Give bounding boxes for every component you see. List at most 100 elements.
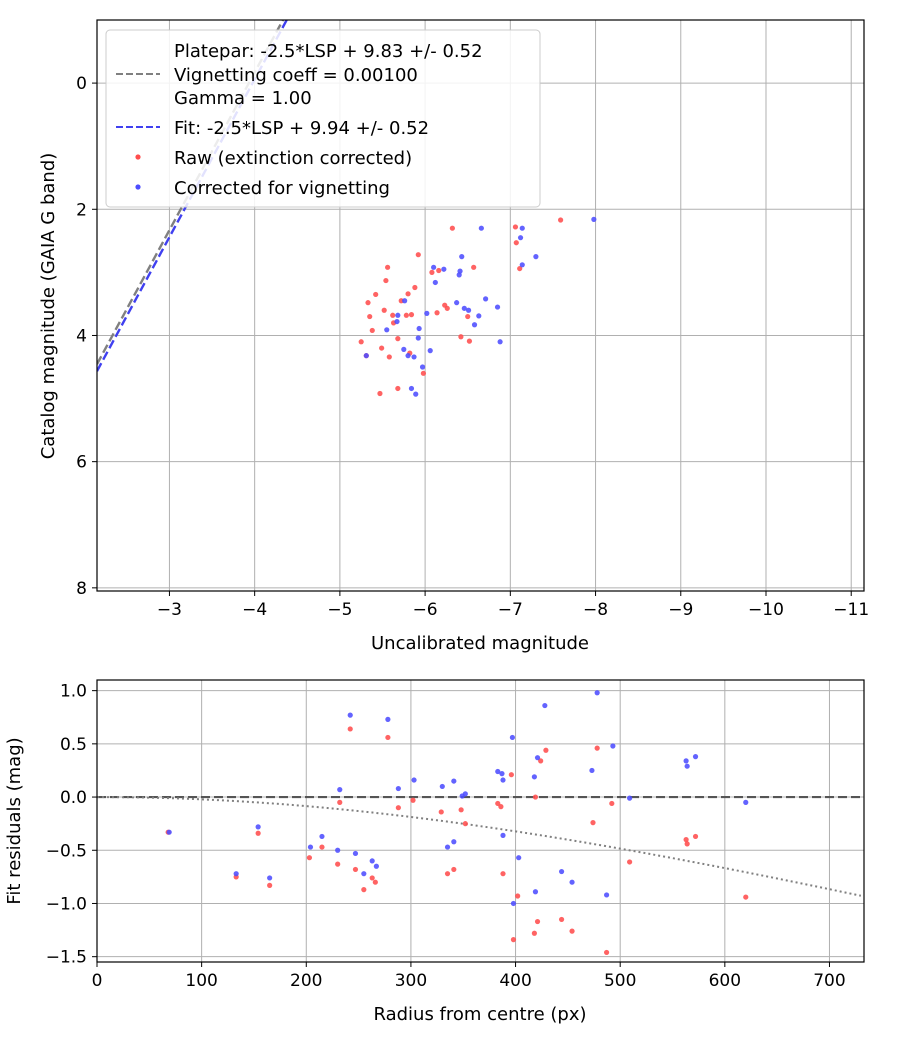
legend-vignetting-label: Vignetting coeff = 0.00100 xyxy=(174,65,418,86)
top-point-corrected xyxy=(461,305,467,311)
top-point-corrected xyxy=(411,354,417,360)
bottom-point-corrected xyxy=(462,791,468,797)
bottom-point-raw xyxy=(594,745,600,751)
bottom-y-axis: 1.0 0.5 0.0 −0.5 −1.0 −1.5 xyxy=(46,682,97,968)
bottom-point-corrected xyxy=(500,777,506,783)
bottom-point-raw xyxy=(532,794,539,800)
bottom-point-corrected xyxy=(347,712,353,718)
bottom-point-corrected xyxy=(369,858,375,864)
bottom-point-corrected xyxy=(335,847,341,853)
bottom-y-tick-label: −1.0 xyxy=(46,894,87,914)
bottom-point-corrected xyxy=(627,795,633,801)
bottom-y-axis-label: Fit residuals (mag) xyxy=(4,737,25,904)
bottom-x-tick-label: 300 xyxy=(395,971,427,991)
bottom-point-corrected xyxy=(499,771,505,777)
bottom-x-axis-label: Radius from centre (px) xyxy=(373,1004,586,1025)
top-x-tick-label: −11 xyxy=(833,600,869,620)
top-point-corrected xyxy=(415,335,421,341)
top-point-corrected xyxy=(471,322,478,328)
bottom-point-raw xyxy=(603,949,610,956)
bottom-point-raw xyxy=(335,861,341,867)
top-point-corrected xyxy=(363,353,369,359)
bottom-point-raw xyxy=(684,841,690,847)
top-point-corrected xyxy=(533,254,539,260)
top-chart: −3 −4 −5 −6 −7 −8 −9 −10 −11 0 2 4 6 8 Uncalibrated … xyxy=(38,19,869,654)
bottom-point-corrected xyxy=(542,702,548,709)
top-point-raw xyxy=(517,265,523,272)
bottom-point-raw xyxy=(347,726,353,732)
bottom-x-tick-label: 100 xyxy=(185,971,217,991)
top-point-raw xyxy=(379,345,385,351)
top-point-corrected xyxy=(497,339,503,345)
top-point-corrected xyxy=(431,264,437,270)
bottom-point-raw xyxy=(410,797,416,803)
legend-raw-label: Raw (extinction corrected) xyxy=(174,148,412,169)
top-point-raw xyxy=(444,305,450,311)
top-point-raw xyxy=(381,307,387,313)
bottom-point-raw xyxy=(495,800,501,807)
top-point-raw xyxy=(408,312,415,318)
top-plot-frame xyxy=(96,19,865,592)
top-point-raw xyxy=(395,336,401,342)
top-x-tick-label: −10 xyxy=(748,600,784,620)
bottom-x-tick-label: 500 xyxy=(604,971,636,991)
legend-corrected-label: Corrected for vignetting xyxy=(174,178,390,199)
bottom-point-corrected xyxy=(361,871,367,877)
bottom-point-raw xyxy=(500,871,506,877)
bottom-point-raw xyxy=(462,821,468,827)
bottom-point-raw xyxy=(743,894,749,900)
bottom-point-corrected xyxy=(267,875,273,881)
bottom-point-corrected xyxy=(531,774,537,780)
top-point-raw xyxy=(386,354,392,360)
bottom-y-tick-label: −0.5 xyxy=(46,841,87,861)
bottom-point-corrected xyxy=(495,768,501,775)
top-y-axis-label: Catalog magnitude (GAIA G band) xyxy=(38,153,59,460)
top-point-corrected xyxy=(401,346,407,352)
top-y-tick-label: 0 xyxy=(76,74,87,94)
bottom-y-tick-label: 1.0 xyxy=(60,682,87,702)
bottom-x-tick-label: 400 xyxy=(499,971,531,991)
bottom-point-raw xyxy=(515,893,521,899)
bottom-points xyxy=(165,690,749,956)
top-y-axis: 0 2 4 6 8 xyxy=(76,74,97,599)
bottom-point-raw xyxy=(255,830,261,836)
bottom-y-tick-label: 0.5 xyxy=(60,735,87,755)
bottom-point-corrected xyxy=(439,783,445,790)
top-point-raw xyxy=(558,217,564,223)
top-point-raw xyxy=(513,240,519,246)
top-point-raw xyxy=(390,312,396,318)
top-point-raw xyxy=(365,300,371,306)
bottom-x-tick-label: 600 xyxy=(709,971,741,991)
bottom-point-corrected xyxy=(594,690,600,696)
bottom-point-corrected xyxy=(569,879,575,885)
top-x-tick-label: −5 xyxy=(327,600,352,620)
bottom-point-raw xyxy=(531,930,537,936)
top-point-corrected xyxy=(405,353,411,359)
bottom-point-corrected xyxy=(516,855,522,861)
top-point-corrected xyxy=(519,262,525,268)
bottom-point-corrected xyxy=(444,844,451,850)
top-point-corrected xyxy=(465,307,472,313)
bottom-point-raw xyxy=(372,879,378,885)
bottom-reference-lines xyxy=(97,795,864,897)
top-point-raw xyxy=(385,264,391,270)
bottom-point-corrected xyxy=(233,871,239,877)
top-y-tick-label: 8 xyxy=(76,579,87,599)
top-point-raw xyxy=(377,390,383,397)
bottom-vignetting-curve xyxy=(97,796,862,897)
legend-raw-marker xyxy=(135,154,141,160)
bottom-point-corrected xyxy=(683,758,689,764)
top-point-raw xyxy=(471,264,477,270)
bottom-y-tick-label: −1.5 xyxy=(46,948,87,968)
top-point-raw xyxy=(373,291,379,298)
top-point-raw xyxy=(405,291,411,297)
bottom-point-corrected xyxy=(451,778,457,784)
bottom-point-corrected xyxy=(558,868,565,875)
bottom-x-axis: 0 100 200 300 400 500 600 700 xyxy=(92,962,846,991)
top-point-corrected xyxy=(395,312,401,318)
bottom-point-raw xyxy=(267,882,273,888)
bottom-point-corrected xyxy=(510,900,517,907)
bottom-point-raw xyxy=(692,833,699,840)
top-point-corrected xyxy=(459,254,465,260)
